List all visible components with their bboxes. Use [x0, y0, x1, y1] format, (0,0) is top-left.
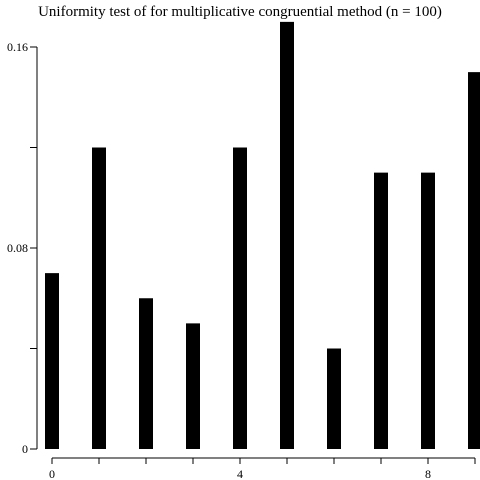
y-tick-label: 0.16 — [7, 40, 28, 54]
bar-7 — [374, 172, 388, 449]
x-axis: 0 4 8 — [49, 457, 476, 480]
bars — [45, 21, 480, 449]
bar-4 — [233, 147, 247, 449]
y-tick-label: 0.08 — [7, 241, 28, 255]
bar-6 — [327, 348, 341, 449]
bar-9 — [468, 72, 480, 449]
y-axis: 0 0.08 0.16 — [7, 40, 38, 456]
bar-0 — [45, 273, 59, 449]
bar-5 — [280, 21, 294, 449]
y-tick-label: 0 — [22, 442, 28, 456]
bar-3 — [186, 323, 200, 449]
x-tick-label: 8 — [425, 467, 431, 480]
x-tick-label: 0 — [49, 467, 55, 480]
bar-8 — [421, 172, 435, 449]
chart-title: Uniformity test of for multiplicative co… — [38, 4, 442, 20]
bar-2 — [139, 298, 153, 449]
x-tick-label: 4 — [237, 467, 243, 480]
bar-1 — [92, 147, 106, 449]
